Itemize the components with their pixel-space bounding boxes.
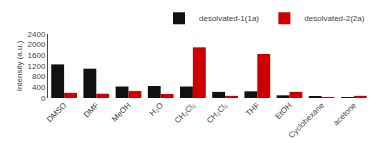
svg-text:CH₂Cl₂: CH₂Cl₂ [205, 101, 229, 125]
svg-text:400: 400 [32, 83, 46, 92]
svg-text:CH₂Cl₂: CH₂Cl₂ [173, 101, 197, 125]
svg-text:0: 0 [41, 94, 46, 103]
svg-text:DMSO: DMSO [45, 101, 68, 124]
svg-text:H₂O: H₂O [148, 101, 165, 118]
svg-text:2000: 2000 [28, 40, 46, 49]
svg-text:desolvated-1(1a): desolvated-1(1a) [199, 14, 259, 23]
svg-text:DMF: DMF [82, 101, 101, 120]
svg-text:EtOH: EtOH [274, 101, 294, 121]
svg-text:1600: 1600 [28, 51, 46, 60]
svg-text:desolvated-2(2a): desolvated-2(2a) [304, 14, 364, 23]
svg-text:Intensity (a.u.): Intensity (a.u.) [15, 40, 24, 91]
svg-text:MeOH: MeOH [110, 101, 133, 124]
svg-text:1200: 1200 [28, 62, 46, 71]
svg-text:THF: THF [244, 101, 261, 118]
svg-text:Cyclohexane: Cyclohexane [287, 100, 326, 139]
svg-text:800: 800 [32, 72, 46, 81]
svg-text:2400: 2400 [28, 30, 46, 39]
svg-text:acetone: acetone [332, 100, 359, 127]
